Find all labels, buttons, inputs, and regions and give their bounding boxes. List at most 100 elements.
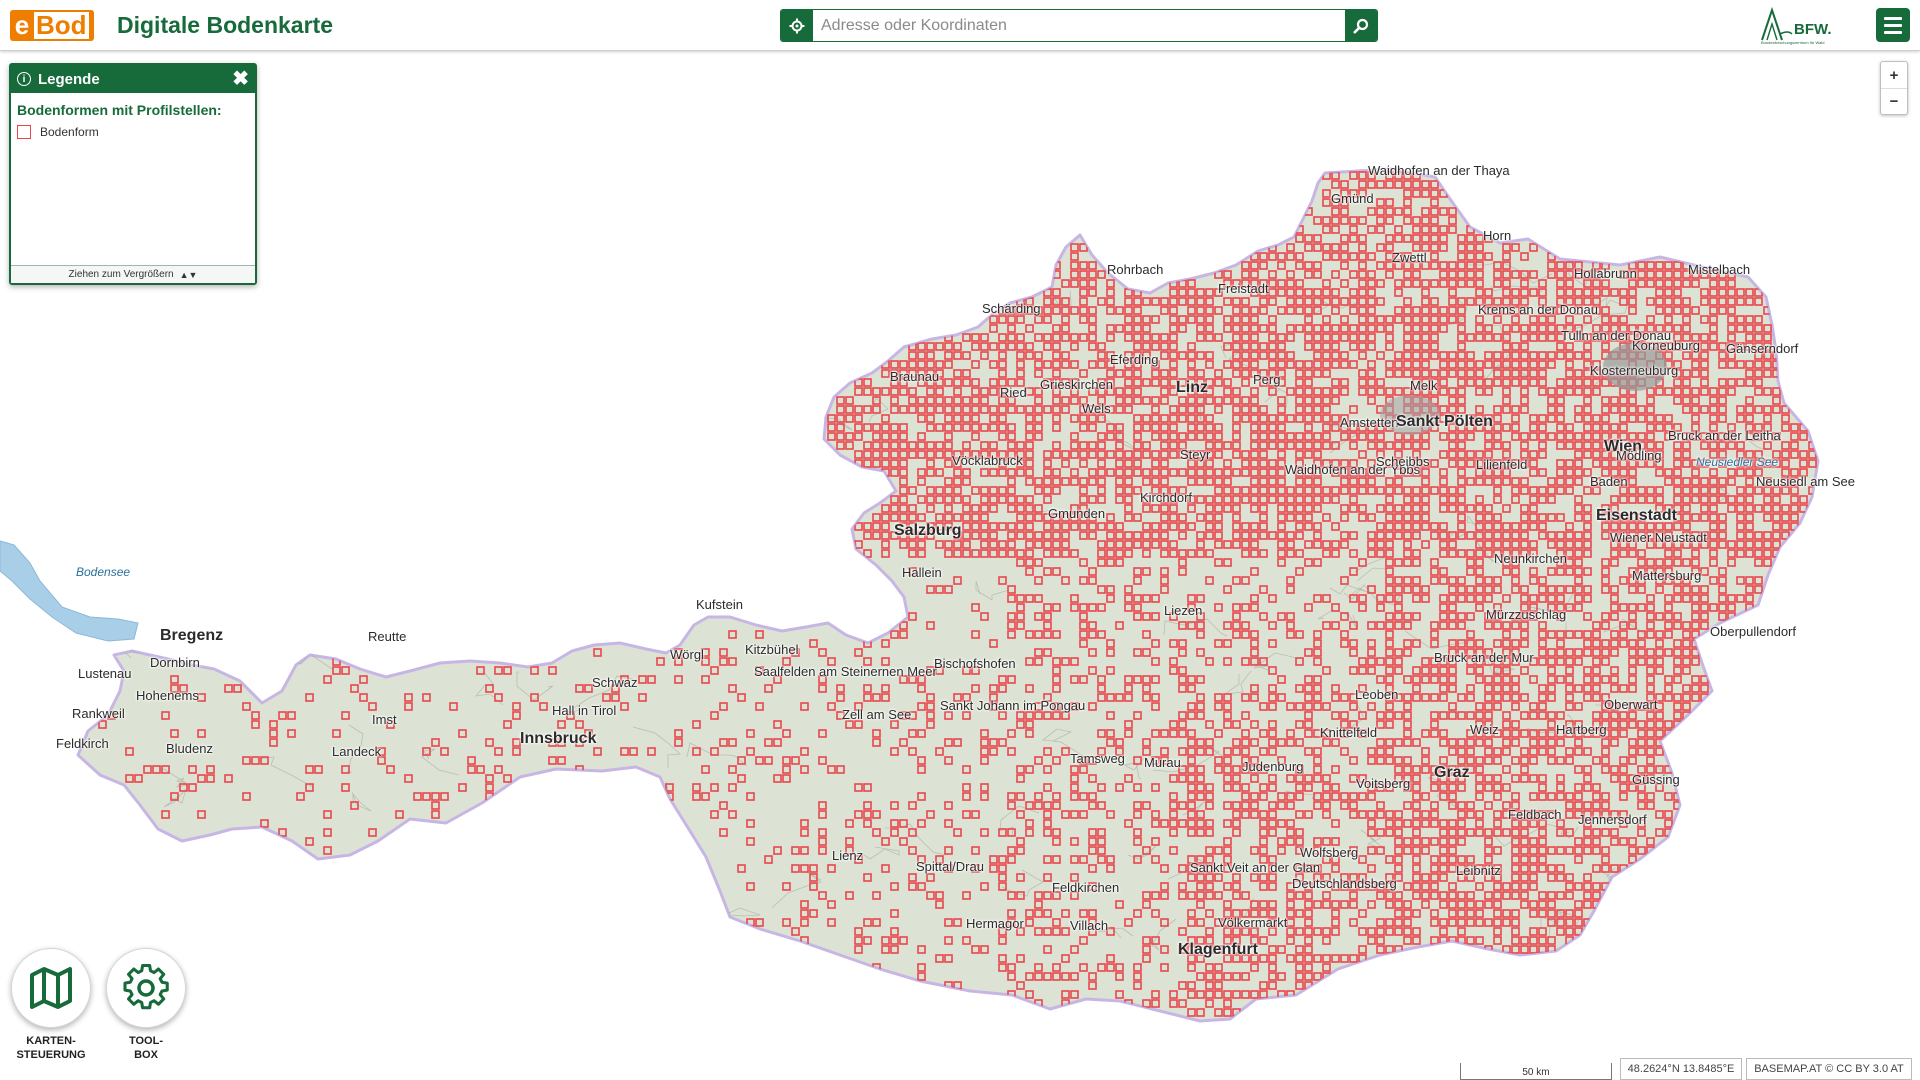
profile-cell[interactable] bbox=[1295, 486, 1304, 495]
profile-cell[interactable] bbox=[1124, 504, 1133, 513]
profile-cell[interactable] bbox=[1592, 369, 1601, 378]
profile-cell[interactable] bbox=[1709, 423, 1718, 432]
profile-cell[interactable] bbox=[1331, 468, 1340, 477]
profile-cell[interactable] bbox=[1736, 441, 1745, 450]
profile-cell[interactable] bbox=[1538, 351, 1547, 360]
profile-cell[interactable] bbox=[908, 387, 917, 396]
profile-cell[interactable] bbox=[1196, 306, 1205, 315]
profile-cell[interactable] bbox=[1700, 360, 1709, 369]
profile-cell[interactable] bbox=[1304, 441, 1313, 450]
profile-cell[interactable] bbox=[1529, 351, 1538, 360]
profile-cell[interactable] bbox=[1466, 333, 1475, 342]
profile-cell[interactable] bbox=[1187, 378, 1196, 387]
profile-cell[interactable] bbox=[1079, 306, 1088, 315]
profile-cell[interactable] bbox=[1547, 513, 1556, 522]
profile-cell[interactable] bbox=[1502, 522, 1511, 531]
profile-cell[interactable] bbox=[1232, 504, 1241, 513]
profile-cell[interactable] bbox=[1205, 396, 1214, 405]
profile-cell[interactable] bbox=[1304, 477, 1313, 486]
profile-cell[interactable] bbox=[1601, 288, 1610, 297]
profile-cell[interactable] bbox=[1385, 243, 1394, 252]
profile-cell[interactable] bbox=[1241, 270, 1250, 279]
profile-cell[interactable] bbox=[1043, 495, 1052, 504]
profile-cell[interactable] bbox=[1493, 279, 1502, 288]
profile-cell[interactable] bbox=[1160, 306, 1169, 315]
profile-cell[interactable] bbox=[854, 423, 863, 432]
profile-cell[interactable] bbox=[1565, 441, 1574, 450]
profile-cell[interactable] bbox=[1052, 441, 1061, 450]
profile-cell[interactable] bbox=[1421, 459, 1430, 468]
profile-cell[interactable] bbox=[1574, 504, 1583, 513]
profile-cell[interactable] bbox=[1097, 522, 1106, 531]
profile-cell[interactable] bbox=[1403, 306, 1412, 315]
profile-cell[interactable] bbox=[836, 432, 845, 441]
profile-cell[interactable] bbox=[1241, 369, 1250, 378]
profile-cell[interactable] bbox=[1367, 342, 1376, 351]
profile-cell[interactable] bbox=[1232, 297, 1241, 306]
profile-cell[interactable] bbox=[1655, 495, 1664, 504]
profile-cell[interactable] bbox=[1475, 477, 1484, 486]
profile-cell[interactable] bbox=[989, 504, 998, 513]
profile-cell[interactable] bbox=[1106, 432, 1115, 441]
profile-cell[interactable] bbox=[1259, 513, 1268, 522]
profile-cell[interactable] bbox=[1241, 414, 1250, 423]
profile-cell[interactable] bbox=[1295, 468, 1304, 477]
profile-cell[interactable] bbox=[1277, 477, 1286, 486]
profile-cell[interactable] bbox=[1745, 423, 1754, 432]
profile-cell[interactable] bbox=[1637, 333, 1646, 342]
profile-cell[interactable] bbox=[1070, 504, 1079, 513]
search-button[interactable] bbox=[1345, 10, 1377, 41]
profile-cell[interactable] bbox=[1727, 315, 1736, 324]
profile-cell[interactable] bbox=[1178, 414, 1187, 423]
profile-cell[interactable] bbox=[1565, 324, 1574, 333]
profile-cell[interactable] bbox=[917, 396, 926, 405]
profile-cell[interactable] bbox=[1079, 288, 1088, 297]
profile-cell[interactable] bbox=[1583, 414, 1592, 423]
profile-cell[interactable] bbox=[1016, 504, 1025, 513]
profile-cell[interactable] bbox=[1394, 441, 1403, 450]
profile-cell[interactable] bbox=[1151, 414, 1160, 423]
profile-cell[interactable] bbox=[1727, 279, 1736, 288]
profile-cell[interactable] bbox=[953, 396, 962, 405]
profile-cell[interactable] bbox=[1025, 513, 1034, 522]
profile-cell[interactable] bbox=[1502, 333, 1511, 342]
profile-cell[interactable] bbox=[1043, 486, 1052, 495]
profile-cell[interactable] bbox=[1430, 378, 1439, 387]
profile-cell[interactable] bbox=[1286, 243, 1295, 252]
profile-cell[interactable] bbox=[1232, 324, 1241, 333]
profile-cell[interactable] bbox=[1232, 468, 1241, 477]
profile-cell[interactable] bbox=[980, 513, 989, 522]
profile-cell[interactable] bbox=[1493, 423, 1502, 432]
profile-cell[interactable] bbox=[1025, 450, 1034, 459]
profile-cell[interactable] bbox=[1511, 477, 1520, 486]
profile-cell[interactable] bbox=[1592, 324, 1601, 333]
profile-cell[interactable] bbox=[1646, 315, 1655, 324]
profile-cell[interactable] bbox=[1097, 387, 1106, 396]
profile-cell[interactable] bbox=[1187, 459, 1196, 468]
profile-cell[interactable] bbox=[1592, 279, 1601, 288]
profile-cell[interactable] bbox=[1673, 360, 1682, 369]
profile-cell[interactable] bbox=[1331, 342, 1340, 351]
profile-cell[interactable] bbox=[1016, 360, 1025, 369]
profile-cell[interactable] bbox=[1556, 441, 1565, 450]
profile-cell[interactable] bbox=[1457, 468, 1466, 477]
profile-cell[interactable] bbox=[1457, 423, 1466, 432]
profile-cell[interactable] bbox=[1358, 297, 1367, 306]
profile-cell[interactable] bbox=[1718, 306, 1727, 315]
profile-cell[interactable] bbox=[1034, 360, 1043, 369]
profile-cell[interactable] bbox=[899, 522, 908, 531]
profile-cell[interactable] bbox=[1520, 297, 1529, 306]
profile-cell[interactable] bbox=[1547, 315, 1556, 324]
profile-cell[interactable] bbox=[1115, 450, 1124, 459]
profile-cell[interactable] bbox=[1700, 441, 1709, 450]
profile-cell[interactable] bbox=[1097, 450, 1106, 459]
profile-cell[interactable] bbox=[1556, 306, 1565, 315]
profile-cell[interactable] bbox=[1700, 504, 1709, 513]
profile-cell[interactable] bbox=[1007, 333, 1016, 342]
profile-cell[interactable] bbox=[1583, 342, 1592, 351]
profile-cell[interactable] bbox=[1673, 441, 1682, 450]
profile-cell[interactable] bbox=[944, 450, 953, 459]
profile-cell[interactable] bbox=[1277, 252, 1286, 261]
profile-cell[interactable] bbox=[1070, 360, 1079, 369]
profile-cell[interactable] bbox=[1259, 432, 1268, 441]
